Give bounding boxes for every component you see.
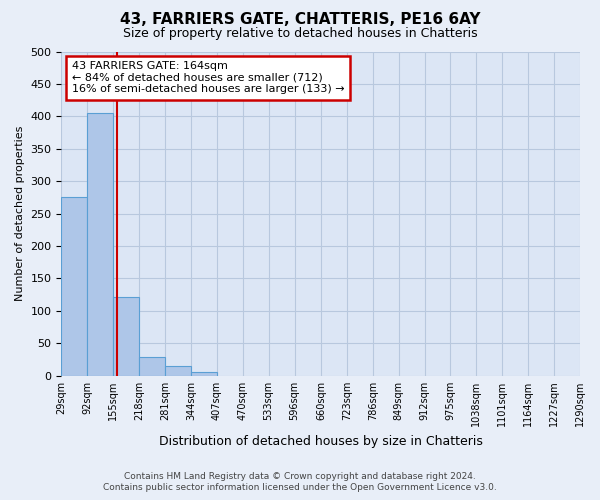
Text: Size of property relative to detached houses in Chatteris: Size of property relative to detached ho… bbox=[122, 28, 478, 40]
Y-axis label: Number of detached properties: Number of detached properties bbox=[15, 126, 25, 302]
X-axis label: Distribution of detached houses by size in Chatteris: Distribution of detached houses by size … bbox=[159, 434, 482, 448]
Bar bbox=[113, 296, 139, 376]
Text: 43, FARRIERS GATE, CHATTERIS, PE16 6AY: 43, FARRIERS GATE, CHATTERIS, PE16 6AY bbox=[120, 12, 480, 28]
Text: Contains public sector information licensed under the Open Government Licence v3: Contains public sector information licen… bbox=[103, 483, 497, 492]
Bar bbox=[61, 198, 88, 376]
Bar bbox=[139, 357, 165, 376]
Text: Contains HM Land Registry data © Crown copyright and database right 2024.: Contains HM Land Registry data © Crown c… bbox=[124, 472, 476, 481]
Bar bbox=[191, 372, 217, 376]
Bar bbox=[165, 366, 191, 376]
Bar bbox=[88, 113, 113, 376]
Text: 43 FARRIERS GATE: 164sqm
← 84% of detached houses are smaller (712)
16% of semi-: 43 FARRIERS GATE: 164sqm ← 84% of detach… bbox=[72, 61, 344, 94]
